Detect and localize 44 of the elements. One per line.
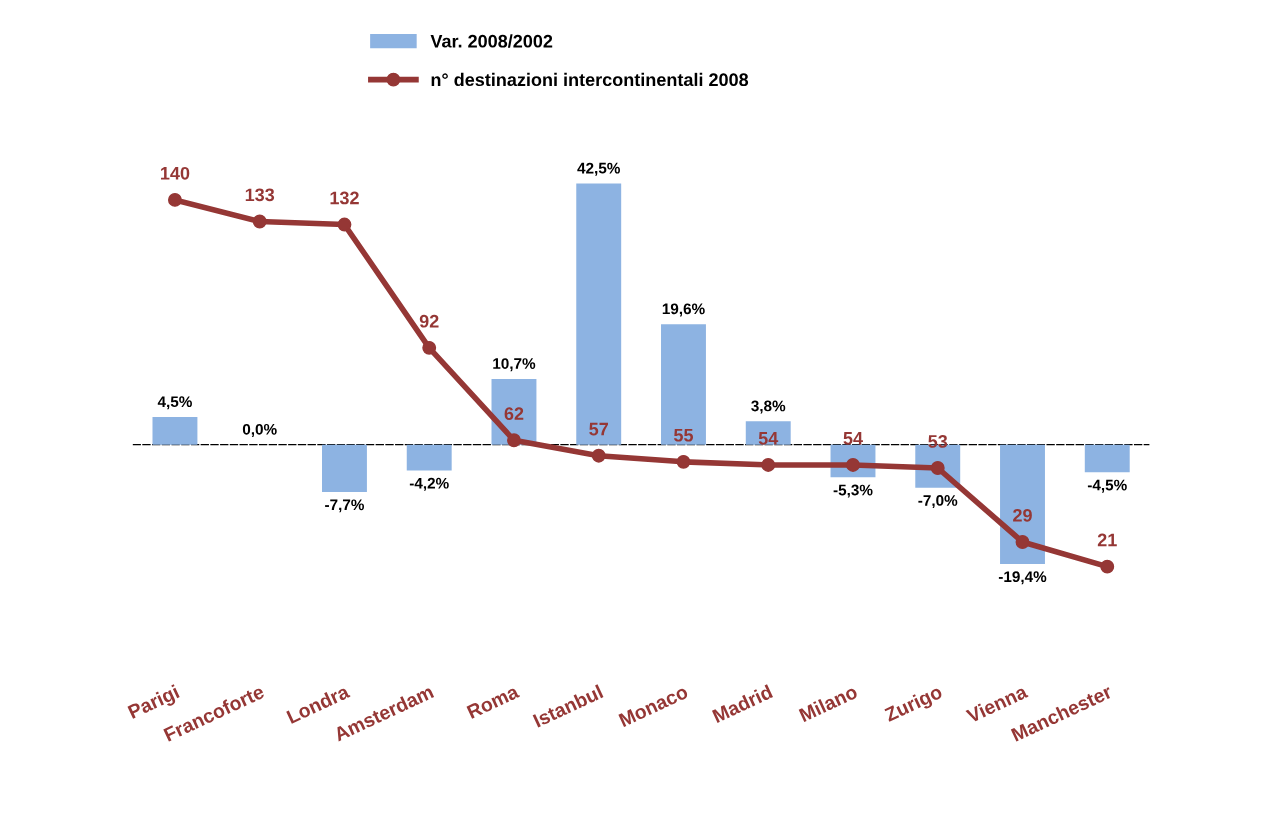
data-label: 54 <box>758 432 779 445</box>
point <box>422 340 437 355</box>
data-label: 21 <box>1097 533 1117 547</box>
bar <box>406 444 452 471</box>
data-label: 57 <box>589 422 608 436</box>
data-label: -7,0% <box>918 495 958 509</box>
data-label: 29 <box>1013 508 1032 522</box>
legend-label: n° destinazioni intercontinentali 2008 <box>431 72 749 87</box>
data-label: 140 <box>161 166 190 180</box>
data-label: -4,5% <box>1087 479 1127 493</box>
data-label: -4,2% <box>409 477 449 491</box>
bar <box>745 421 791 445</box>
bar <box>576 183 622 445</box>
data-label: 133 <box>245 188 275 202</box>
data-label: -19,4% <box>998 571 1047 585</box>
point <box>252 214 267 229</box>
data-label: 3,8% <box>751 400 786 414</box>
data-label: 54 <box>843 432 863 445</box>
data-label: -5,3% <box>833 484 873 498</box>
bar <box>152 417 198 445</box>
legend-label: Var. 2008/2002 <box>430 34 553 48</box>
data-label: 4,5% <box>157 396 192 410</box>
point <box>1100 559 1115 574</box>
data-label: 62 <box>504 407 524 421</box>
point <box>337 217 352 232</box>
bar <box>1000 444 1045 564</box>
data-label: 55 <box>673 429 694 442</box>
bar <box>1084 444 1130 473</box>
data-label: 92 <box>419 314 439 328</box>
bar <box>322 444 367 492</box>
point <box>591 448 606 463</box>
point <box>761 457 776 472</box>
data-label: 19,6% <box>662 303 705 317</box>
point <box>1015 535 1030 549</box>
data-label: 42,5% <box>577 162 620 176</box>
data-label: -7,7% <box>325 499 365 513</box>
point <box>168 192 182 207</box>
point <box>507 433 521 448</box>
data-label: 10,7% <box>493 358 536 372</box>
data-label: 132 <box>330 191 359 205</box>
x-tick-label: Roma <box>466 684 521 719</box>
bar <box>661 324 706 445</box>
point <box>676 454 691 469</box>
data-label: 0,0% <box>242 423 277 437</box>
